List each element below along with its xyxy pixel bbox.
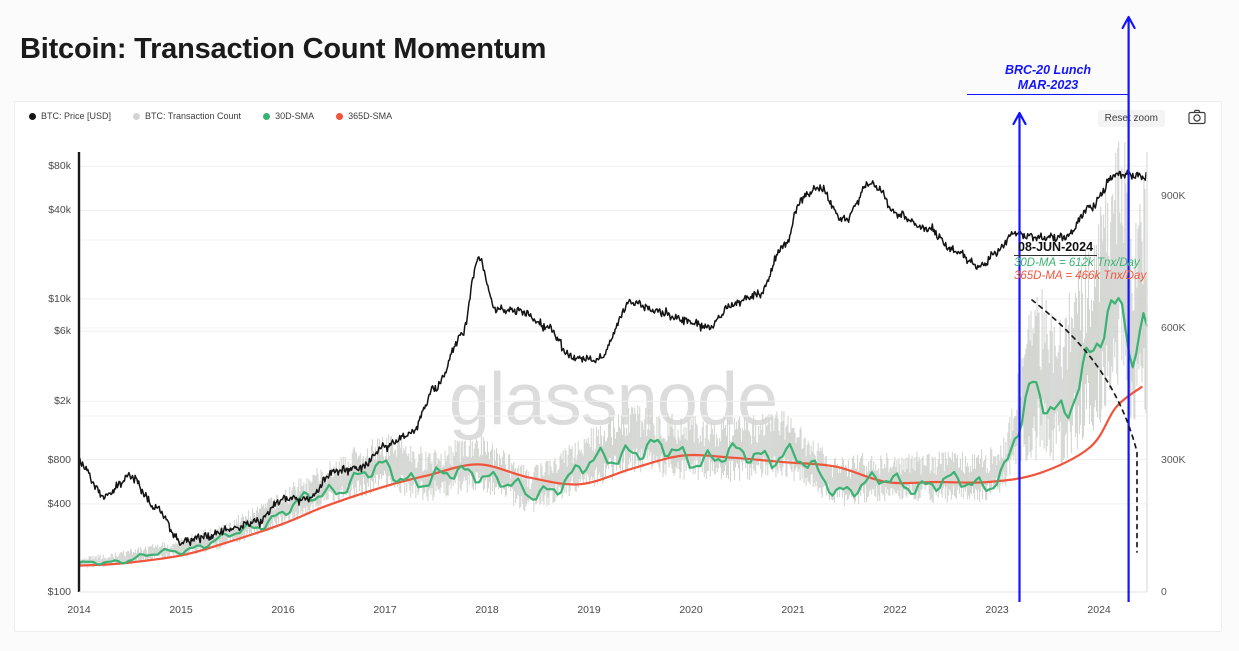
reset-zoom-button[interactable]: Reset zoom <box>1097 110 1165 127</box>
chart-legend: BTC: Price [USD] BTC: Transaction Count … <box>29 111 392 121</box>
annotation-latest-readout: 08-JUN-2024 30D-MA = 612k Tnx/Day 365D-M… <box>1014 238 1146 282</box>
legend-label-price: BTC: Price [USD] <box>41 111 112 121</box>
y-axis-left-tick: $80k <box>48 160 71 173</box>
y-axis-left-tick: $10k <box>48 292 71 305</box>
legend-item-transaction-count[interactable]: BTC: Transaction Count <box>133 111 241 121</box>
legend-item-365d-sma[interactable]: 365D-SMA <box>336 111 392 121</box>
page-title: Bitcoin: Transaction Count Momentum <box>20 33 547 65</box>
callout-date: 08-JUN-2024 <box>1014 240 1098 256</box>
x-axis-tick: 2020 <box>679 604 703 616</box>
legend-item-price[interactable]: BTC: Price [USD] <box>29 111 111 121</box>
x-axis-tick: 2024 <box>1087 604 1111 616</box>
x-axis-tick: 2016 <box>271 604 295 616</box>
plot-area[interactable]: glassnode $100 $400 $800 $2k $6k $10k $40k $80k… <box>48 15 1186 616</box>
y-axis-right-tick: 0 <box>1161 586 1167 598</box>
chart-panel: BTC: Price [USD] BTC: Transaction Count … <box>14 15 1222 632</box>
y-axis-left-tick: $2k <box>54 395 71 408</box>
annotation-brc20-line1: BRC-20 Lunch <box>1004 63 1092 77</box>
x-axis-tick: 2017 <box>373 604 397 616</box>
legend-label-365d-sma: 365D-SMA <box>348 111 393 121</box>
legend-item-30d-sma[interactable]: 30D-SMA <box>263 111 314 121</box>
camera-icon[interactable] <box>1187 108 1207 126</box>
y-axis-left-tick: $100 <box>47 586 71 598</box>
x-axis-tick: 2021 <box>781 604 805 616</box>
callout-365d-ma: 365D-MA = 466k Tnx/Day <box>1014 270 1147 282</box>
callout-30d-ma: 30D-MA = 612k Tnx/Day <box>1014 257 1140 269</box>
y-axis-left-tick: $800 <box>47 453 71 466</box>
y-axis-right-tick: 600K <box>1161 322 1186 334</box>
y-axis-right-tick: 300K <box>1161 454 1186 466</box>
legend-label-30d-sma: 30D-SMA <box>275 111 315 121</box>
legend-dot-30d-sma <box>263 112 271 120</box>
x-axis-tick: 2018 <box>475 604 499 616</box>
x-axis-tick: 2022 <box>883 604 907 616</box>
legend-dot-transaction-count <box>133 112 141 120</box>
legend-dot-365d-sma <box>336 112 344 120</box>
legend-label-transaction-count: BTC: Transaction Count <box>145 111 242 121</box>
annotation-brc20-line2: MAR-2023 <box>1017 78 1079 92</box>
legend-dot-price <box>29 112 36 120</box>
y-axis-left-tick: $40k <box>48 204 71 217</box>
chart-svg <box>77 15 1149 602</box>
x-axis-tick: 2014 <box>67 604 91 616</box>
annotation-brc20-launch: BRC-20 Lunch MAR-2023 <box>967 63 1129 95</box>
x-axis-tick: 2023 <box>985 604 1009 616</box>
y-axis-left-tick: $400 <box>47 497 71 510</box>
y-axis-right-tick: 900K <box>1161 190 1186 202</box>
x-axis-tick: 2019 <box>577 604 601 616</box>
y-axis-left-tick: $6k <box>54 325 71 338</box>
x-axis-tick: 2015 <box>169 604 193 616</box>
